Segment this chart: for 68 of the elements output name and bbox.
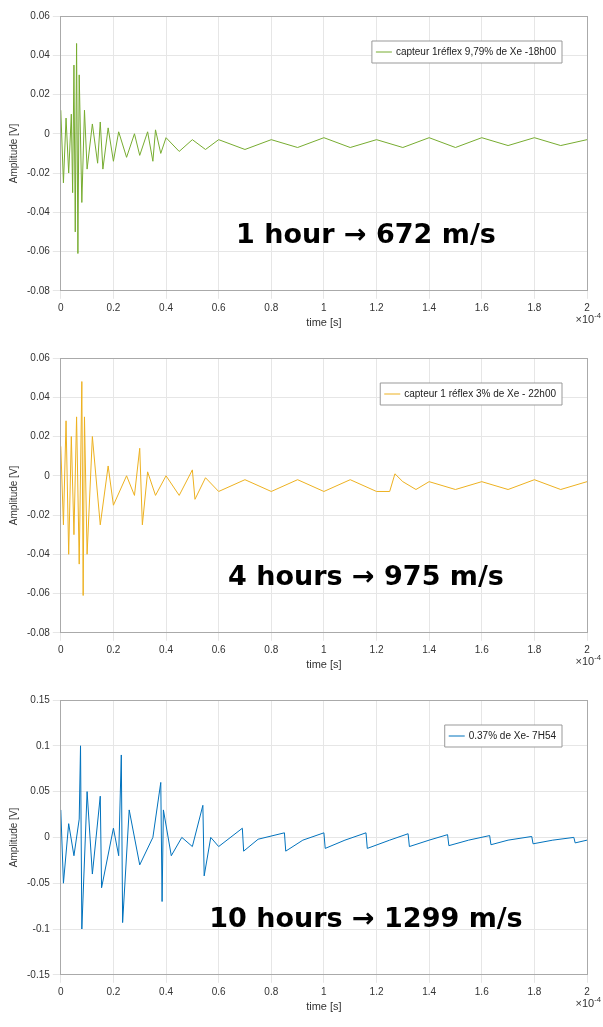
y-tick-label: -0.06: [27, 245, 51, 257]
x-tick-label: 0: [58, 643, 65, 655]
y-tick-label: 0.02: [30, 88, 51, 100]
x-tick-label: 1.6: [474, 643, 490, 655]
y-tick-label: 0.1: [35, 739, 51, 751]
x-tick-label: 0.8: [264, 985, 279, 997]
x-tick-label: 1.4: [422, 643, 437, 655]
y-tick-label: -0.04: [27, 206, 51, 218]
annotation: 1 hour → 672 m/s: [236, 217, 496, 249]
x-tick-label: 0: [58, 985, 65, 997]
x-tick-label: 1.8: [527, 643, 542, 655]
y-tick-label: -0.05: [27, 876, 51, 888]
legend-label: 0.37% de Xe- 7H54: [468, 729, 557, 741]
x-tick-label: 0.8: [264, 643, 279, 655]
y-tick-label: -0.02: [27, 508, 51, 520]
x-axis-title: time [s]: [306, 658, 342, 671]
x-tick-label: 1.4: [422, 301, 437, 313]
y-tick-label: -0.06: [27, 587, 51, 599]
x-tick-label: 0.6: [211, 643, 227, 655]
y-tick-label: 0: [44, 831, 51, 843]
annotation: 10 hours → 1299 m/s: [209, 901, 523, 933]
y-tick-label: 0.05: [30, 785, 51, 797]
y-tick-label: -0.15: [27, 968, 51, 980]
x-tick-label: 1.2: [369, 985, 384, 997]
y-tick-label: 0.04: [30, 49, 51, 61]
x-tick-label: 0.8: [264, 301, 279, 313]
x-axis-title: time [s]: [306, 316, 342, 329]
x-tick-label: 0.4: [159, 643, 174, 655]
y-tick-label: -0.08: [27, 626, 51, 638]
x-tick-label: 1.4: [422, 985, 437, 997]
y-tick-label: 0: [44, 469, 51, 481]
x-tick-label: 0.2: [106, 985, 121, 997]
x-tick-label: 1.6: [474, 985, 490, 997]
x-tick-label: 2: [584, 643, 591, 655]
y-tick-label: -0.02: [27, 166, 51, 178]
y-tick-label: 0.02: [30, 430, 51, 442]
legend-label: capteur 1 réflex 3% de Xe - 22h00: [404, 387, 557, 399]
x-tick-label: 0.4: [159, 301, 174, 313]
y-tick-label: 0.06: [30, 351, 51, 363]
x-tick-label: 1: [321, 643, 328, 655]
y-tick-label: -0.04: [27, 548, 51, 560]
y-tick-label: -0.08: [27, 284, 51, 296]
x-tick-label: 2: [584, 301, 591, 313]
x-tick-label: 2: [584, 985, 591, 997]
y-tick-label: 0.15: [30, 693, 51, 705]
x-tick-label: 0: [58, 301, 65, 313]
y-axis-title: Amplitude [V]: [7, 123, 19, 184]
x-tick-label: 1.2: [369, 643, 384, 655]
y-tick-label: 0: [44, 127, 51, 139]
x-tick-label: 1.6: [474, 301, 490, 313]
y-tick-label: 0.04: [30, 391, 51, 403]
y-axis-title: Amplitude [V]: [7, 465, 19, 526]
x-axis-title: time [s]: [306, 1000, 342, 1013]
x-tick-label: 0.2: [106, 643, 121, 655]
y-tick-label: 0.06: [30, 9, 51, 21]
x-tick-label: 0.4: [159, 985, 174, 997]
x-tick-label: 1.8: [527, 301, 542, 313]
x-tick-label: 1: [321, 301, 328, 313]
x-tick-label: 1: [321, 985, 328, 997]
x-tick-label: 1.8: [527, 985, 542, 997]
y-axis-title: Amplitude [V]: [7, 807, 19, 868]
x-tick-label: 0.2: [106, 301, 121, 313]
x-tick-label: 0.6: [211, 985, 227, 997]
y-tick-label: -0.1: [32, 922, 51, 934]
x-tick-label: 1.2: [369, 301, 384, 313]
x-tick-label: 0.6: [211, 301, 227, 313]
legend-label: capteur 1réflex 9,79% de Xe -18h00: [395, 45, 557, 57]
annotation: 4 hours → 975 m/s: [228, 559, 504, 591]
